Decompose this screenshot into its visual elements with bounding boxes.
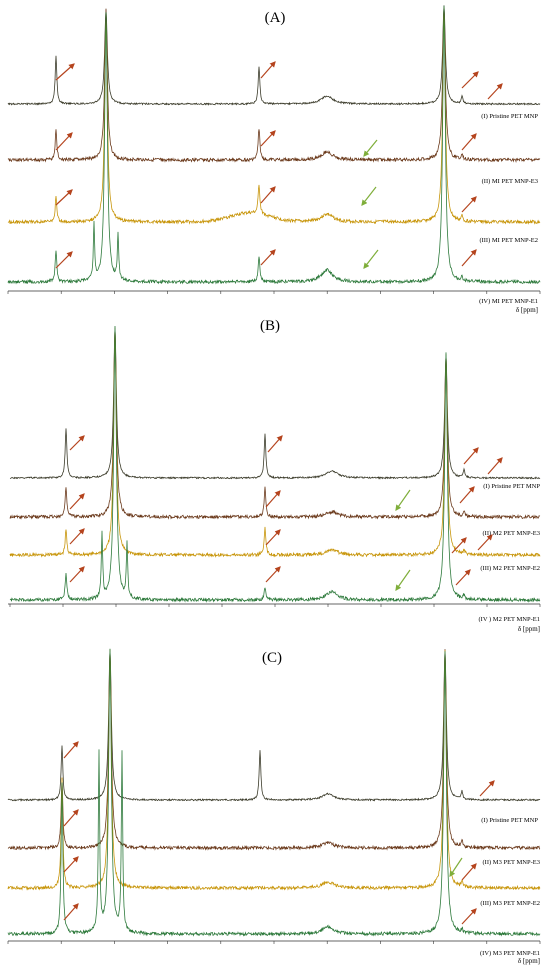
peak-change-arrow bbox=[461, 863, 477, 881]
panel-c-series-label-4: (IV) M3 PET MNP-E1 bbox=[480, 950, 540, 957]
peak-change-arrow bbox=[487, 83, 503, 100]
peak-change-arrow bbox=[63, 809, 79, 827]
new-peak-arrow bbox=[363, 249, 379, 269]
panel-b: (B) (I) Pristine PET MNP (II) M2 PET MNP… bbox=[8, 318, 541, 633]
panel-b-arrows bbox=[69, 435, 503, 591]
peak-change-arrow bbox=[55, 63, 75, 81]
panel-c-label: (C) bbox=[262, 650, 282, 666]
peak-change-arrow bbox=[260, 61, 276, 79]
panel-a-arrows bbox=[55, 61, 503, 269]
peak-change-arrow bbox=[461, 71, 479, 89]
panel-a: (A) (I) Pristine PET MNP (II) MI PET MNP… bbox=[7, 5, 541, 314]
spectrum-line-3 bbox=[7, 649, 541, 891]
peak-change-arrow bbox=[69, 435, 85, 451]
peak-change-arrow bbox=[461, 196, 477, 213]
panel-a-axis-label: δ [ppm] bbox=[516, 306, 538, 314]
panel-c-series-label-2: (II) M3 PET MNP-E3 bbox=[483, 859, 540, 866]
panel-b-spectra bbox=[9, 325, 541, 603]
new-peak-arrow bbox=[361, 186, 377, 206]
peak-change-arrow bbox=[265, 490, 281, 508]
peak-change-arrow bbox=[260, 186, 276, 204]
panel-b-series-label-1: (I) Pristine PET MNP bbox=[483, 483, 540, 490]
spectrum-line-4 bbox=[7, 648, 541, 937]
peak-change-arrow bbox=[63, 741, 79, 759]
panel-a-label: (A) bbox=[265, 10, 286, 26]
panel-a-series-label-2: (II) MI PET MNP-E3 bbox=[482, 178, 538, 185]
spectrum-line-2 bbox=[7, 6, 541, 164]
spectrum-line-3 bbox=[7, 7, 541, 225]
panel-c-axis-label: δ [ppm] bbox=[518, 957, 540, 965]
new-peak-arrow bbox=[395, 569, 411, 591]
peak-change-arrow bbox=[461, 249, 477, 267]
panel-b-series-label-3: (III) M2 PET MNP-E2 bbox=[480, 565, 540, 572]
spectrum-line-1 bbox=[7, 5, 541, 106]
panel-c-arrows bbox=[63, 741, 495, 925]
peak-change-arrow bbox=[459, 486, 475, 504]
peak-change-arrow bbox=[260, 130, 276, 147]
panel-a-series-label-4: (IV) MI PET MNP-E1 bbox=[479, 298, 538, 305]
panel-c-series-label-1: (I) Pristine PET MNP bbox=[481, 817, 538, 824]
panel-a-series-label-3: (III) MI PET MNP-E2 bbox=[479, 237, 538, 244]
spectrum-line-3 bbox=[9, 327, 541, 558]
spectrum-line-1 bbox=[9, 328, 541, 480]
panel-c: (C) (I) Pristine PET MNP (II) M3 PET MNP… bbox=[7, 648, 541, 965]
panel-b-axis-label: δ [ppm] bbox=[518, 625, 540, 633]
spectrum-line-2 bbox=[9, 327, 541, 520]
peak-change-arrow bbox=[463, 447, 479, 465]
spectrum-line-4 bbox=[7, 5, 541, 285]
peak-change-arrow bbox=[451, 537, 467, 554]
peak-change-arrow bbox=[63, 856, 79, 873]
peak-change-arrow bbox=[461, 133, 477, 151]
peak-change-arrow bbox=[455, 569, 471, 586]
new-peak-arrow bbox=[395, 489, 411, 511]
spectrum-line-4 bbox=[9, 325, 541, 603]
peak-change-arrow bbox=[69, 566, 85, 583]
peak-change-arrow bbox=[479, 780, 495, 797]
panel-c-spectra bbox=[7, 648, 541, 937]
spectrum-line-2 bbox=[7, 649, 541, 851]
new-peak-arrow bbox=[449, 857, 463, 877]
peak-change-arrow bbox=[265, 529, 281, 546]
new-peak-arrow bbox=[363, 139, 378, 157]
panel-b-series-label-2: (II) M2 PET MNP-E3 bbox=[483, 530, 540, 537]
peak-change-arrow bbox=[63, 903, 79, 921]
peak-change-arrow bbox=[487, 457, 503, 475]
panel-b-label: (B) bbox=[260, 318, 280, 334]
peak-change-arrow bbox=[69, 528, 85, 545]
spectrum-line-1 bbox=[7, 649, 541, 802]
panel-a-series-label-1: (I) Pristine PET MNP bbox=[481, 113, 538, 120]
peak-change-arrow bbox=[55, 189, 73, 206]
peak-change-arrow bbox=[55, 251, 73, 269]
peak-change-arrow bbox=[461, 908, 477, 925]
panel-b-series-label-4: (IV ) M2 PET MNP-E1 bbox=[478, 616, 540, 623]
panel-a-spectra bbox=[7, 5, 541, 285]
peak-change-arrow bbox=[477, 534, 493, 551]
panel-c-series-label-3: (III) M3 PET MNP-E2 bbox=[480, 900, 540, 907]
peak-change-arrow bbox=[260, 249, 276, 266]
peak-change-arrow bbox=[265, 566, 281, 583]
peak-change-arrow bbox=[55, 132, 73, 151]
peak-change-arrow bbox=[267, 435, 283, 453]
peak-change-arrow bbox=[69, 493, 85, 510]
